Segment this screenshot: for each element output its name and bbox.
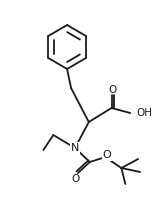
Text: O: O <box>72 174 80 184</box>
Text: O: O <box>108 85 117 95</box>
Text: N: N <box>71 143 79 153</box>
Text: O: O <box>102 150 111 160</box>
Text: OH: OH <box>136 108 152 118</box>
